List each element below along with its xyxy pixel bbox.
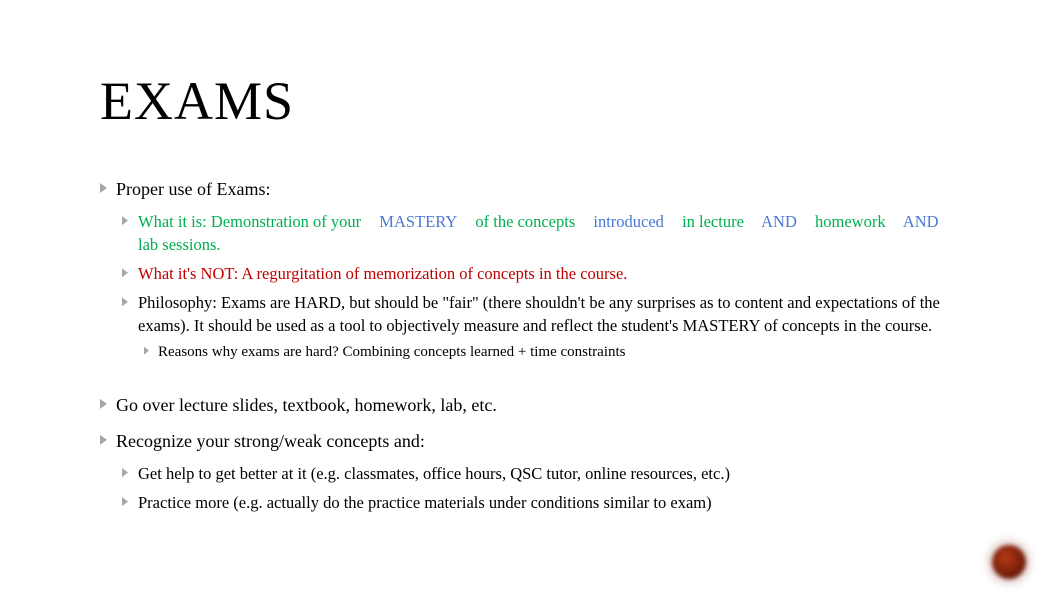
run: MASTERY bbox=[379, 212, 457, 231]
bullet-lvl2-practice: Practice more (e.g. actually do the prac… bbox=[122, 491, 962, 514]
spacer bbox=[100, 372, 962, 392]
bullet-text: Go over lecture slides, textbook, homewo… bbox=[116, 395, 497, 415]
run: AND bbox=[761, 212, 797, 231]
bullet-text: Recognize your strong/weak concepts and: bbox=[116, 431, 425, 451]
bullet-text: Get help to get better at it (e.g. class… bbox=[138, 464, 730, 483]
bullet-text: Practice more (e.g. actually do the prac… bbox=[138, 493, 712, 512]
watermark-dot bbox=[992, 545, 1026, 579]
bullet-text: What it's NOT: A regurgitation of memori… bbox=[138, 264, 627, 283]
bullet-lvl2-what-its-not: What it's NOT: A regurgitation of memori… bbox=[122, 262, 962, 285]
run: introduced bbox=[593, 212, 664, 231]
bullet-lvl2-philosophy: Philosophy: Exams are HARD, but should b… bbox=[122, 291, 962, 361]
bullet-children: What it is: Demonstration of your MASTER… bbox=[116, 210, 962, 362]
slide: EXAMS Proper use of Exams: What it is: D… bbox=[0, 0, 1062, 564]
bullet-lvl1-recognize: Recognize your strong/weak concepts and:… bbox=[100, 428, 962, 514]
bullet-text: Reasons why exams are hard? Combining co… bbox=[158, 344, 626, 360]
slide-title: EXAMS bbox=[100, 70, 962, 132]
bullet-lvl1-proper-use: Proper use of Exams: What it is: Demonst… bbox=[100, 176, 962, 362]
bullet-lvl2-what-it-is: What it is: Demonstration of your MASTER… bbox=[122, 210, 962, 256]
run: lab sessions. bbox=[138, 235, 221, 254]
run: What it is: Demonstration of your bbox=[138, 212, 361, 231]
bullet-lvl2-get-help: Get help to get better at it (e.g. class… bbox=[122, 462, 962, 485]
bullet-lvl3-reasons: Reasons why exams are hard? Combining co… bbox=[144, 342, 962, 362]
bullet-children: Get help to get better at it (e.g. class… bbox=[116, 462, 962, 514]
run: of the concepts bbox=[475, 212, 575, 231]
run: homework bbox=[815, 212, 886, 231]
run: AND bbox=[903, 212, 939, 231]
run: in lecture bbox=[682, 212, 744, 231]
bullet-text: Philosophy: Exams are HARD, but should b… bbox=[138, 293, 940, 335]
bullet-lvl1-go-over: Go over lecture slides, textbook, homewo… bbox=[100, 392, 962, 418]
bullet-children: Reasons why exams are hard? Combining co… bbox=[138, 342, 962, 362]
bullet-list-root: Proper use of Exams: What it is: Demonst… bbox=[100, 176, 962, 514]
bullet-text: Proper use of Exams: bbox=[116, 179, 270, 199]
